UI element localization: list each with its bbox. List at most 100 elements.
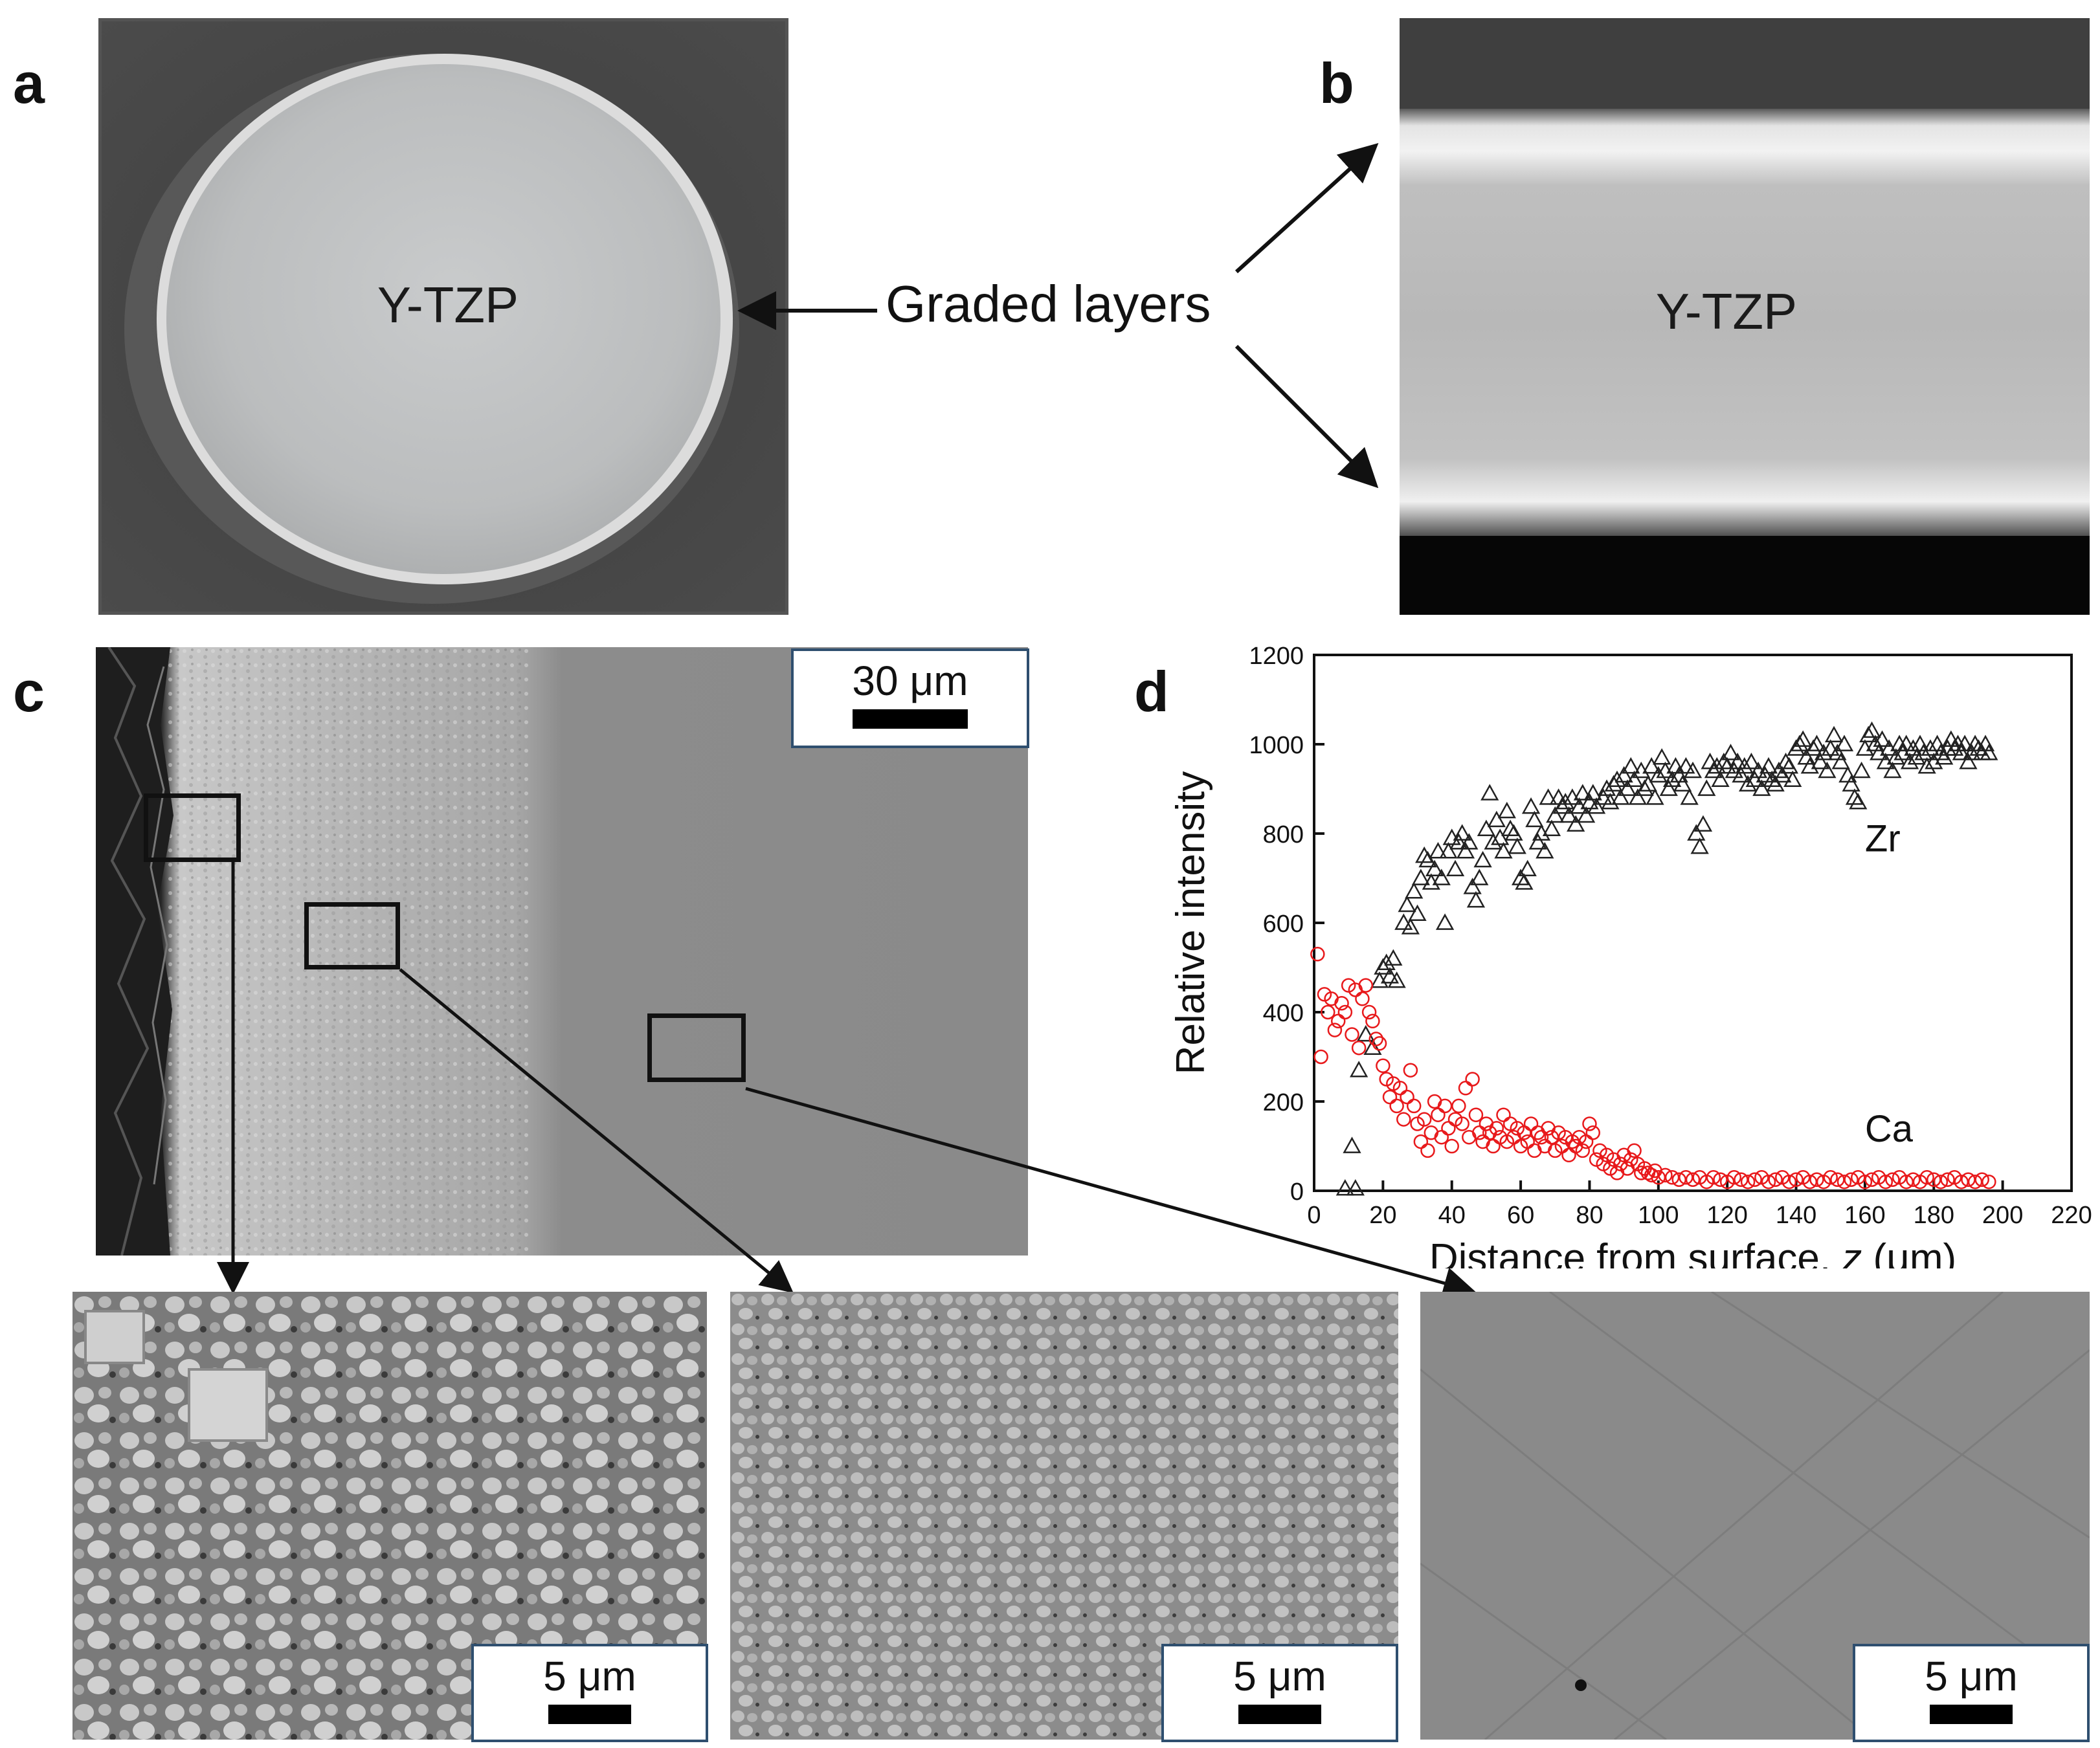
zoom-arrows bbox=[217, 862, 1476, 1300]
data-point-ca bbox=[1334, 995, 1349, 1011]
data-point-ca bbox=[1857, 1174, 1873, 1189]
data-point-zr bbox=[1518, 859, 1537, 877]
data-point-zr bbox=[1384, 949, 1403, 966]
data-point-zr bbox=[1583, 784, 1602, 801]
x-tick-label: 40 bbox=[1438, 1202, 1466, 1229]
y-tick-label: 600 bbox=[1263, 911, 1304, 938]
data-point-ca bbox=[1327, 1023, 1343, 1037]
data-point-ca bbox=[1431, 1107, 1446, 1122]
panel-letter-b: b bbox=[1319, 51, 1354, 115]
x-tick-label: 80 bbox=[1576, 1202, 1603, 1229]
data-point-ca bbox=[1651, 1170, 1666, 1185]
data-point-ca bbox=[1406, 1098, 1422, 1114]
data-point-ca bbox=[1444, 1138, 1459, 1154]
series-zr bbox=[1335, 721, 1998, 1196]
data-point-zr bbox=[1756, 766, 1774, 783]
data-point-ca bbox=[1520, 1134, 1535, 1149]
data-point-zr bbox=[1855, 739, 1875, 756]
data-point-zr bbox=[1980, 744, 1998, 760]
data-point-zr bbox=[1511, 868, 1530, 885]
data-point-ca bbox=[1486, 1138, 1501, 1154]
y-tzp-label-a: Y-TZP bbox=[377, 276, 519, 333]
x-tick-label: 20 bbox=[1369, 1202, 1396, 1229]
data-point-ca bbox=[1413, 1134, 1429, 1149]
scale-bar-inset-3: 5 μm bbox=[1853, 1644, 2090, 1742]
data-point-zr bbox=[1377, 953, 1396, 970]
data-point-zr bbox=[1683, 761, 1703, 779]
data-point-zr bbox=[1721, 744, 1740, 760]
data-point-zr bbox=[1787, 739, 1805, 756]
data-point-zr bbox=[1962, 744, 1981, 760]
data-point-zr bbox=[1642, 757, 1661, 774]
data-point-ca bbox=[1933, 1174, 1949, 1189]
data-point-zr bbox=[1607, 770, 1627, 788]
data-point-zr bbox=[1515, 873, 1534, 890]
data-point-zr bbox=[1921, 739, 1940, 756]
scale-bar-inset-2: 5 μm bbox=[1161, 1644, 1398, 1742]
graded-layers-arrows bbox=[737, 142, 1379, 489]
data-point-ca bbox=[1396, 1112, 1411, 1127]
data-point-ca bbox=[1658, 1167, 1673, 1183]
data-point-zr bbox=[1776, 753, 1795, 769]
data-point-zr bbox=[1790, 735, 1809, 751]
scale-bar-c: 30 μm bbox=[791, 648, 1029, 748]
data-point-zr bbox=[1494, 842, 1513, 859]
data-point-ca bbox=[1768, 1172, 1783, 1187]
series-label-zr: Zr bbox=[1865, 818, 1901, 860]
data-point-zr bbox=[1435, 913, 1455, 930]
data-point-ca bbox=[1967, 1174, 1983, 1189]
roi-box-2 bbox=[304, 902, 400, 969]
data-point-ca bbox=[1358, 978, 1374, 993]
data-point-zr bbox=[1638, 775, 1657, 791]
data-point-ca bbox=[1523, 1116, 1539, 1131]
data-point-zr bbox=[1463, 878, 1482, 894]
data-point-zr bbox=[1356, 1024, 1375, 1042]
x-tick-label: 100 bbox=[1638, 1202, 1679, 1229]
data-point-ca bbox=[1310, 947, 1325, 962]
scale-bar-inset-1-line bbox=[548, 1705, 631, 1724]
data-point-zr bbox=[1794, 730, 1813, 747]
data-point-ca bbox=[1585, 1125, 1601, 1140]
data-point-zr bbox=[1422, 873, 1440, 890]
data-point-ca bbox=[1392, 1081, 1408, 1096]
x-tick-label: 160 bbox=[1844, 1202, 1885, 1229]
data-point-zr bbox=[1690, 837, 1709, 854]
data-point-zr bbox=[1508, 837, 1526, 854]
x-axis-title: Distance from surface, z (μm) bbox=[1429, 1236, 1956, 1268]
data-point-ca bbox=[1489, 1121, 1504, 1136]
data-point-zr bbox=[1415, 846, 1434, 863]
data-point-zr bbox=[1559, 806, 1578, 823]
data-point-zr bbox=[1780, 757, 1799, 774]
data-point-ca bbox=[1906, 1172, 1921, 1187]
x-tick-label: 220 bbox=[2051, 1202, 2092, 1229]
data-point-zr bbox=[1845, 788, 1864, 805]
data-point-zr bbox=[1335, 1178, 1354, 1196]
data-point-ca bbox=[1351, 1040, 1367, 1056]
data-point-zr bbox=[1969, 739, 1988, 756]
data-point-zr bbox=[1405, 882, 1424, 899]
data-point-zr bbox=[1611, 788, 1630, 805]
data-point-zr bbox=[1773, 766, 1792, 783]
data-point-ca bbox=[1472, 1125, 1487, 1140]
data-point-zr bbox=[1374, 958, 1392, 975]
data-point-zr bbox=[1728, 753, 1747, 769]
data-point-zr bbox=[1628, 788, 1648, 805]
data-point-zr bbox=[1587, 797, 1606, 814]
data-point-zr bbox=[1783, 770, 1802, 788]
data-point-zr bbox=[1959, 753, 1978, 769]
data-point-ca bbox=[1337, 1004, 1353, 1020]
data-point-zr bbox=[1418, 850, 1437, 868]
scale-bar-inset-3-label: 5 μm bbox=[1925, 1653, 2018, 1699]
data-point-zr bbox=[1862, 721, 1881, 738]
data-point-zr bbox=[1487, 810, 1506, 828]
data-point-ca bbox=[1382, 1089, 1398, 1105]
data-point-zr bbox=[1956, 735, 1974, 751]
data-point-zr bbox=[1401, 918, 1420, 935]
y-tick-label: 200 bbox=[1263, 1089, 1304, 1116]
data-point-zr bbox=[1546, 806, 1565, 823]
data-point-zr bbox=[1343, 1136, 1361, 1153]
data-point-zr bbox=[1466, 891, 1486, 908]
data-point-ca bbox=[1455, 1116, 1469, 1131]
x-tick-label: 200 bbox=[1982, 1202, 2023, 1229]
data-point-zr bbox=[1742, 753, 1761, 769]
